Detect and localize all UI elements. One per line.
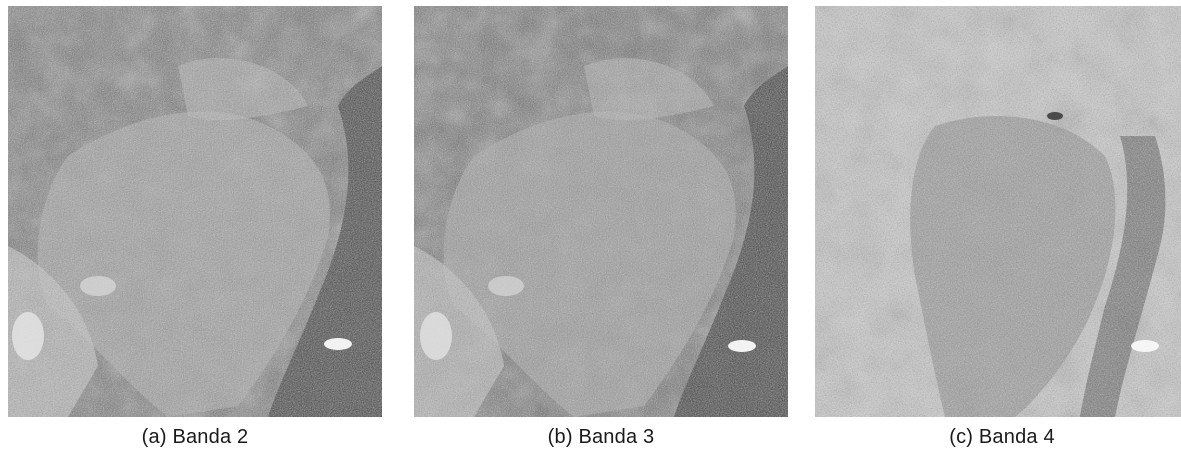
panel-band-3: (b) Banda 3 (414, 0, 788, 454)
caption-band-4: (c) Banda 4 (949, 426, 1055, 448)
satellite-image-band-3 (414, 6, 788, 417)
satellite-image-band-2 (8, 6, 382, 417)
caption-band-3: (b) Banda 3 (547, 426, 655, 448)
panel-band-2: (a) Banda 2 (8, 0, 382, 454)
satellite-image-band-4 (815, 6, 1181, 417)
panel-band-4: (c) Banda 4 (815, 0, 1181, 454)
caption-band-2: (a) Banda 2 (141, 426, 249, 448)
